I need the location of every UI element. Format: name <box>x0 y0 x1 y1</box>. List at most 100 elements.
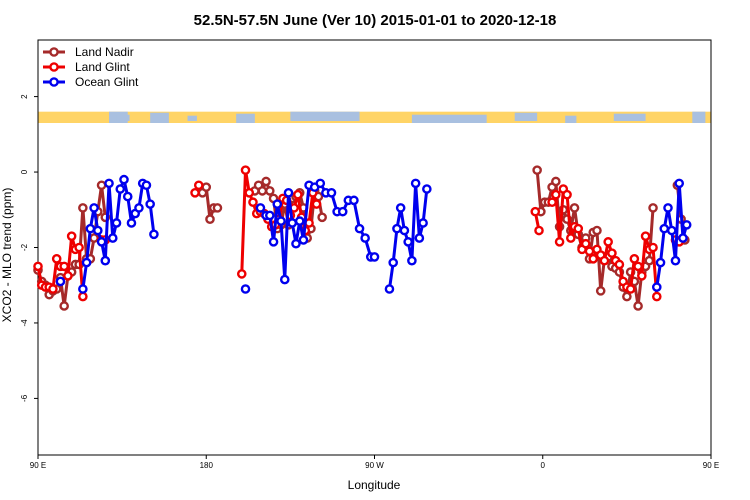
data-point <box>422 184 432 194</box>
data-point <box>530 206 541 217</box>
data-point <box>651 282 662 292</box>
series-layer <box>33 165 692 311</box>
data-point <box>93 225 103 236</box>
data-point <box>663 203 673 213</box>
strip-ocean-band <box>411 114 487 123</box>
data-point <box>33 261 43 272</box>
data-point <box>592 225 602 236</box>
data-point <box>85 223 96 234</box>
data-point <box>407 255 417 266</box>
data-point <box>294 216 305 226</box>
x-tick-label: 180 <box>200 461 214 470</box>
data-point <box>648 203 658 213</box>
data-point <box>551 189 561 200</box>
legend-label: Land Nadir <box>75 45 134 59</box>
data-point <box>595 286 606 296</box>
data-point <box>640 231 651 241</box>
data-point <box>119 174 129 185</box>
strip-ocean-band <box>692 111 706 123</box>
data-point <box>414 233 425 243</box>
data-point <box>107 233 118 243</box>
strip-ocean-band <box>236 113 255 123</box>
strip-land <box>38 111 711 123</box>
data-point <box>551 176 561 187</box>
data-point <box>279 274 290 285</box>
data-point <box>236 269 247 279</box>
data-point <box>614 259 625 270</box>
data-point <box>248 197 258 208</box>
data-point <box>670 255 681 266</box>
strip-ocean-band <box>116 114 130 121</box>
y-axis-label: XCO2 - MLO trend (ppm) <box>0 188 14 323</box>
legend-swatch-marker <box>49 47 59 57</box>
data-point <box>149 229 159 240</box>
data-point <box>588 254 599 264</box>
data-point <box>66 231 77 241</box>
data-point <box>681 220 692 230</box>
data-point <box>655 257 666 268</box>
data-point <box>629 254 640 264</box>
data-point <box>89 203 99 213</box>
x-tick-label: 90 W <box>365 461 384 470</box>
data-point <box>532 165 542 175</box>
data-point <box>633 261 643 272</box>
y-tick-label: -6 <box>20 394 29 402</box>
data-point <box>554 237 565 247</box>
data-point <box>337 206 348 217</box>
strip-ocean-band <box>613 113 646 121</box>
data-point <box>115 184 126 194</box>
data-point <box>78 284 88 294</box>
data-point <box>122 191 133 202</box>
data-point <box>298 235 309 245</box>
data-point <box>212 203 223 213</box>
data-point <box>311 199 322 209</box>
data-point <box>534 225 544 236</box>
x-axis: 90 E 180 90 W 0 90 E <box>30 455 719 470</box>
data-point <box>651 291 662 302</box>
data-point <box>547 197 557 208</box>
data-point <box>607 248 617 258</box>
data-point <box>126 218 137 228</box>
data-point <box>96 180 107 191</box>
data-point <box>272 199 283 209</box>
x-tick-label: 0 <box>541 461 546 470</box>
data-point <box>666 225 677 236</box>
data-point <box>625 284 636 294</box>
data-point <box>190 187 200 198</box>
data-point <box>399 225 410 236</box>
data-point <box>59 261 69 272</box>
data-point <box>580 238 591 249</box>
data-point <box>89 233 99 243</box>
data-point <box>201 182 212 192</box>
data-point <box>573 223 584 234</box>
series-ocean-glint <box>55 174 692 294</box>
data-point <box>205 214 215 225</box>
data-point <box>293 189 303 200</box>
data-point <box>410 178 421 189</box>
data-point <box>622 291 632 302</box>
data-point <box>637 270 647 281</box>
data-point <box>291 238 301 249</box>
data-point <box>111 218 122 228</box>
data-point <box>565 233 576 243</box>
data-point <box>648 242 658 253</box>
data-point <box>644 255 655 266</box>
data-point <box>240 165 251 175</box>
data-point <box>104 178 114 189</box>
data-point <box>265 210 275 221</box>
x-tick-label: 90 E <box>30 461 46 470</box>
strip-ocean-band <box>150 112 169 123</box>
data-point <box>244 187 255 198</box>
data-point <box>317 212 327 223</box>
legend-label: Ocean Glint <box>75 75 139 89</box>
x-tick-label: 90 E <box>703 461 719 470</box>
data-point <box>633 301 643 311</box>
data-point <box>562 189 572 200</box>
data-point <box>384 284 395 294</box>
y-tick-label: 2 <box>20 94 29 99</box>
legend-swatch-marker <box>49 62 59 72</box>
data-point <box>287 218 298 228</box>
data-point <box>96 237 107 247</box>
data-point <box>395 203 406 213</box>
data-point <box>418 218 428 228</box>
